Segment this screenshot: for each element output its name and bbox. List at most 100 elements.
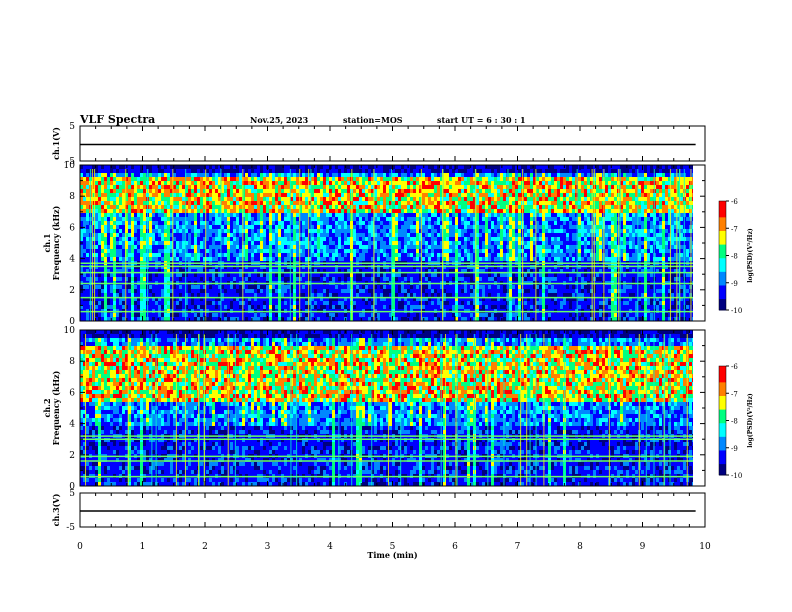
colorbar-cell xyxy=(719,274,726,278)
x-axis-label: Time (min) xyxy=(367,550,417,560)
y-axis-label: ch.2 xyxy=(42,398,52,417)
colorbar-cell xyxy=(719,366,726,370)
colorbar-cell xyxy=(719,368,726,372)
colorbar-cell xyxy=(719,461,726,465)
y-tick-label: 6 xyxy=(69,388,75,398)
x-tick-label: 2 xyxy=(202,542,208,552)
colorbar-cell xyxy=(719,296,726,300)
colorbar-cell xyxy=(719,241,726,246)
colorbar-cell xyxy=(719,220,726,224)
colorbar-cell xyxy=(719,387,726,392)
chart-title: VLF Spectra xyxy=(80,113,156,126)
colorbar-cell xyxy=(719,401,726,405)
colorbar-cell xyxy=(719,447,726,451)
y-tick-label: 4 xyxy=(69,255,75,265)
y-tick-label: -5 xyxy=(66,157,75,167)
x-tick-label: 6 xyxy=(452,542,458,552)
colorbar-cell xyxy=(719,228,726,232)
colorbar-cell xyxy=(719,376,726,381)
colorbar-tick-label: -7 xyxy=(731,225,738,233)
y-axis-label: ch.3(V) xyxy=(51,493,61,526)
x-tick-label: 8 xyxy=(577,542,583,552)
colorbar-cell xyxy=(719,201,726,205)
colorbar-cell xyxy=(719,406,726,411)
colorbar-cell xyxy=(719,415,726,419)
x-tick-label: 3 xyxy=(265,542,271,552)
colorbar-cell xyxy=(719,258,726,262)
colorbar-cell xyxy=(719,236,726,240)
spectrogram-2: 0 2 4 6 8 10 ch.2 Frequency (kHz) -6 -7 -8 -9 -10 log… xyxy=(42,326,754,492)
colorbar-cell xyxy=(719,293,726,297)
colorbar-cell xyxy=(719,472,726,476)
waveform-3: 5 -5 ch.3(V) xyxy=(51,489,706,533)
x-tick-label: 7 xyxy=(515,542,521,552)
colorbar-cell xyxy=(719,307,726,311)
colorbar-cell xyxy=(719,439,726,443)
spectrogram-1: 0 2 4 6 8 10 ch.1 Frequency (kHz) -6 -7 -8 -9 -10 log… xyxy=(42,161,754,327)
x-axis: 0 1 2 3 4 5 6 7 8 9 10 Time (min) xyxy=(77,542,711,560)
colorbar-cell xyxy=(719,450,726,454)
colorbar-cell xyxy=(719,385,726,389)
colorbar-cell xyxy=(719,285,726,289)
colorbar-cell xyxy=(719,304,726,308)
colorbar-cell xyxy=(719,469,726,473)
colorbar-cell xyxy=(719,423,726,427)
colorbar-cell xyxy=(719,280,726,284)
x-tick-label: 1 xyxy=(140,542,146,552)
colorbar-cell xyxy=(719,230,726,235)
y-axis-label: Frequency (kHz) xyxy=(51,370,61,445)
colorbar-tick-label: -6 xyxy=(731,363,738,371)
y-tick-label: 0 xyxy=(69,317,75,327)
x-tick-label: 4 xyxy=(327,542,333,552)
y-tick-label: 5 xyxy=(69,122,75,132)
colorbar-cell xyxy=(719,382,726,386)
y-tick-label: 4 xyxy=(69,420,75,430)
colorbar-cell xyxy=(719,250,726,254)
colorbar-cell xyxy=(719,425,726,430)
colorbar-cell xyxy=(719,222,726,227)
colorbar-cell xyxy=(719,299,726,303)
colorbar-cell xyxy=(719,431,726,435)
y-tick-label: 8 xyxy=(69,357,75,367)
y-axis-label: ch.1(V) xyxy=(51,127,61,160)
colorbar-cell xyxy=(719,206,726,210)
colorbar-tick-label: -10 xyxy=(731,472,742,480)
y-tick-label: 2 xyxy=(69,286,75,296)
colorbar-tick-label: -9 xyxy=(731,280,738,288)
colorbar-cell xyxy=(719,269,726,273)
colorbar-cell xyxy=(719,203,726,207)
colorbar-cell xyxy=(719,247,726,251)
y-axis-label: ch.1 xyxy=(42,233,52,252)
colorbar-cell xyxy=(719,445,726,449)
colorbar-cell xyxy=(719,211,726,216)
colorbar-cell xyxy=(719,239,726,243)
station-label: station=MOS xyxy=(343,115,403,125)
colorbar-cell xyxy=(719,217,726,221)
colorbar-cell xyxy=(719,398,726,402)
x-tick-label: 0 xyxy=(77,542,83,552)
colorbar-cell xyxy=(719,288,726,292)
colorbar-cell xyxy=(719,466,726,471)
colorbar-cell xyxy=(719,244,726,248)
colorbar-cell xyxy=(719,282,726,286)
colorbar-cell xyxy=(719,393,726,397)
colorbar-cell xyxy=(719,390,726,394)
y-tick-label: 8 xyxy=(69,192,75,202)
colorbar-cell xyxy=(719,404,726,408)
y-tick-label: 0 xyxy=(69,482,75,492)
x-tick-label: 5 xyxy=(390,542,396,552)
y-tick-label: 2 xyxy=(69,451,75,461)
date-label: Nov.25, 2023 xyxy=(250,115,309,125)
colorbar-cell xyxy=(719,409,726,413)
panel-frame xyxy=(79,492,706,528)
colorbar-cell xyxy=(719,434,726,438)
colorbar-cell xyxy=(719,301,726,306)
y-tick-label: 10 xyxy=(64,161,76,171)
colorbar-tick-label: -8 xyxy=(731,253,738,261)
colorbar-cell xyxy=(719,263,726,267)
colorbar-cell xyxy=(719,255,726,259)
colorbar-cell xyxy=(719,379,726,383)
colorbar-cell xyxy=(719,442,726,446)
colorbar-cell xyxy=(719,266,726,270)
